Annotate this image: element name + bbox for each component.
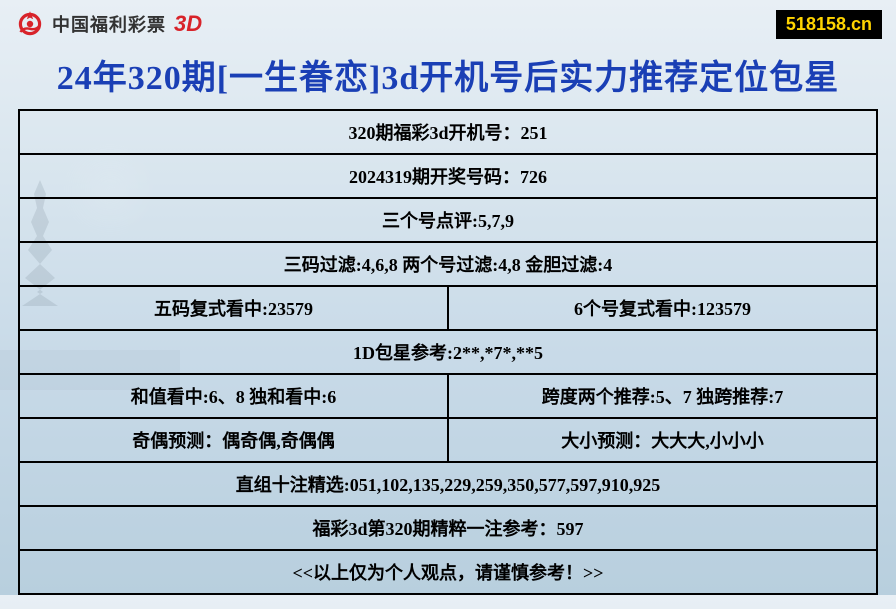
header: 中国福利彩票 3D 518158.cn [0,0,896,44]
cell-sum: 和值看中:6、8 独和看中:6 [19,374,448,418]
table-row: 福彩3d第320期精粹一注参考：597 [19,506,877,550]
table-row: 三码过滤:4,6,8 两个号过滤:4,8 金胆过滤:4 [19,242,877,286]
table-row: 和值看中:6、8 独和看中:6 跨度两个推荐:5、7 独跨推荐:7 [19,374,877,418]
prediction-table: 320期福彩3d开机号：251 2024319期开奖号码：726 三个号点评:5… [18,109,878,595]
cell-size: 大小预测：大大大,小小小 [448,418,877,462]
table-row: 直组十注精选:051,102,135,229,259,350,577,597,9… [19,462,877,506]
table-row: <<以上仅为个人观点，请谨慎参考！>> [19,550,877,594]
table-row: 320期福彩3d开机号：251 [19,110,877,154]
cell-filter: 三码过滤:4,6,8 两个号过滤:4,8 金胆过滤:4 [19,242,877,286]
logo-text: 中国福利彩票 [52,11,166,37]
cell-prev-result: 2024319期开奖号码：726 [19,154,877,198]
cell-parity: 奇偶预测：偶奇偶,奇偶偶 [19,418,448,462]
lottery-logo-icon [14,8,46,40]
table-row: 五码复式看中:23579 6个号复式看中:123579 [19,286,877,330]
cell-ten-picks: 直组十注精选:051,102,135,229,259,350,577,597,9… [19,462,877,506]
logo: 中国福利彩票 3D [14,8,202,40]
cell-three-review: 三个号点评:5,7,9 [19,198,877,242]
site-badge: 518158.cn [776,10,882,39]
table-row: 2024319期开奖号码：726 [19,154,877,198]
logo-3d-suffix: 3D [174,11,202,37]
prediction-table-wrap: 320期福彩3d开机号：251 2024319期开奖号码：726 三个号点评:5… [0,109,896,609]
cell-five-combo: 五码复式看中:23579 [19,286,448,330]
cell-1d-ref: 1D包星参考:2**,*7*,**5 [19,330,877,374]
table-row: 1D包星参考:2**,*7*,**5 [19,330,877,374]
cell-disclaimer: <<以上仅为个人观点，请谨慎参考！>> [19,550,877,594]
cell-open-number: 320期福彩3d开机号：251 [19,110,877,154]
cell-essence: 福彩3d第320期精粹一注参考：597 [19,506,877,550]
cell-span: 跨度两个推荐:5、7 独跨推荐:7 [448,374,877,418]
table-row: 奇偶预测：偶奇偶,奇偶偶 大小预测：大大大,小小小 [19,418,877,462]
cell-six-combo: 6个号复式看中:123579 [448,286,877,330]
page-title: 24年320期[一生眷恋]3d开机号后实力推荐定位包星 [0,44,896,109]
table-row: 三个号点评:5,7,9 [19,198,877,242]
